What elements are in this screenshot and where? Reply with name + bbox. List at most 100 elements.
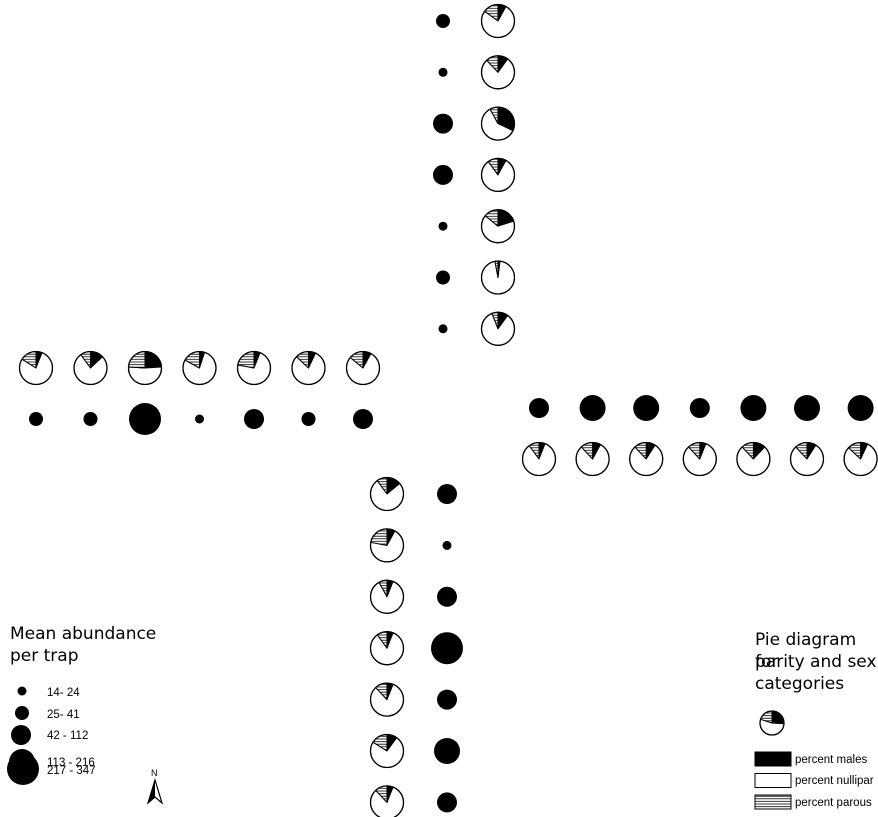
pie-chart xyxy=(369,476,405,512)
pie-outline xyxy=(843,441,878,477)
abundance-symbol xyxy=(438,221,448,231)
abundance-symbol xyxy=(301,412,316,426)
pie-legend-males-label: percent males xyxy=(795,754,868,766)
legend-swatch-males xyxy=(754,751,792,767)
pie-outline xyxy=(369,528,405,563)
pie-chart xyxy=(575,441,610,477)
pie-chart xyxy=(18,350,54,386)
abundance-class-2-label: 25- 41 xyxy=(47,709,80,721)
pie-chart xyxy=(736,441,771,477)
pie-outline xyxy=(629,441,664,477)
pie-legend-title-2: parity and sex xyxy=(755,652,877,672)
abundance-class-5-label: 217 - 347 xyxy=(47,765,96,777)
abundance-symbol xyxy=(431,632,463,665)
abundance-legend-title-1: Mean abundance xyxy=(10,624,157,644)
pie-outline xyxy=(682,441,717,477)
legend-swatch-nullipar xyxy=(754,773,792,788)
pie-outline xyxy=(480,3,516,39)
abundance-legend-title-2: per trap xyxy=(10,646,79,666)
pie-outline xyxy=(759,710,785,736)
pie-chart xyxy=(369,785,405,817)
pie-outline xyxy=(480,106,516,141)
abundance-symbol xyxy=(438,324,448,334)
pie-chart xyxy=(480,106,516,141)
pie-chart xyxy=(480,55,516,90)
pie-chart xyxy=(236,350,272,386)
pie-chart xyxy=(759,710,785,736)
pie-chart xyxy=(291,350,326,386)
abundance-symbol xyxy=(83,412,98,426)
pie-outline xyxy=(480,311,516,346)
abundance-symbol xyxy=(129,403,161,435)
pie-outline xyxy=(369,631,405,666)
pie-chart xyxy=(521,441,557,477)
pie-chart xyxy=(369,528,405,563)
abundance-symbol xyxy=(437,689,457,710)
abundance-symbol xyxy=(434,738,460,764)
pie-outline xyxy=(480,260,516,295)
abundance-symbol xyxy=(437,484,457,504)
abundance-symbol xyxy=(244,409,264,429)
abundance-symbol xyxy=(847,395,874,421)
pie-chart xyxy=(789,441,825,477)
abundance-class-3-label: 42 - 112 xyxy=(47,730,89,742)
pie-outline xyxy=(18,350,54,386)
pie-chart xyxy=(345,350,381,386)
abundance-symbol xyxy=(437,792,457,813)
legend-abundance-symbol xyxy=(15,706,29,720)
abundance-symbol xyxy=(437,586,457,607)
abundance-symbol xyxy=(794,395,820,421)
abundance-class-4-label: 113 - 216 xyxy=(47,757,95,769)
pie-legend-title-1: Pie diagram for xyxy=(755,630,857,672)
pie-outline xyxy=(480,55,516,90)
pie-chart xyxy=(127,350,163,386)
north-arrow xyxy=(146,777,164,805)
pie-chart xyxy=(480,311,516,346)
legend-symbols xyxy=(7,686,792,810)
abundance-symbol xyxy=(438,67,448,77)
pie-chart xyxy=(369,631,405,666)
pie-outline xyxy=(575,441,610,477)
pie-outline xyxy=(345,350,381,386)
legend-abundance-symbol xyxy=(17,686,27,696)
pie-chart xyxy=(480,209,516,244)
abundance-symbol xyxy=(529,398,549,418)
pie-outline xyxy=(127,350,163,386)
legend-swatch-parous xyxy=(754,794,792,810)
abundance-symbol xyxy=(442,540,452,550)
pie-outline xyxy=(369,733,405,769)
pie-outline xyxy=(369,682,405,717)
abundance-symbol xyxy=(353,409,373,429)
pie-outline xyxy=(369,579,405,614)
north-label: N xyxy=(151,768,158,778)
pie-chart xyxy=(480,157,516,193)
pie-outline xyxy=(789,441,825,477)
abundance-symbol xyxy=(195,414,204,424)
pie-legend-parous-label: percent parous xyxy=(795,797,872,809)
pie-chart xyxy=(369,733,405,769)
abundance-symbol xyxy=(436,270,450,285)
pie-outline xyxy=(291,350,326,386)
abundance-symbol xyxy=(689,398,710,418)
abundance-symbol xyxy=(29,412,43,426)
pie-outline xyxy=(480,157,516,193)
pie-chart xyxy=(182,350,217,386)
pie-outline xyxy=(521,441,557,477)
pie-chart xyxy=(480,3,516,39)
abundance-symbol xyxy=(433,113,453,134)
pie-chart xyxy=(843,441,878,477)
pie-legend-title-3: categories xyxy=(755,674,845,694)
pie-outline xyxy=(736,441,771,477)
abundance-symbol xyxy=(740,395,767,421)
transect-layer xyxy=(18,3,878,817)
abundance-symbol xyxy=(433,164,453,185)
pie-outline xyxy=(369,476,405,512)
pie-outline xyxy=(182,350,217,386)
abundance-symbol xyxy=(633,395,660,421)
legend-abundance-symbol xyxy=(11,725,31,745)
pie-outline xyxy=(369,785,405,817)
pie-chart xyxy=(682,441,717,477)
pie-chart xyxy=(369,682,405,717)
pie-outline xyxy=(236,350,272,386)
